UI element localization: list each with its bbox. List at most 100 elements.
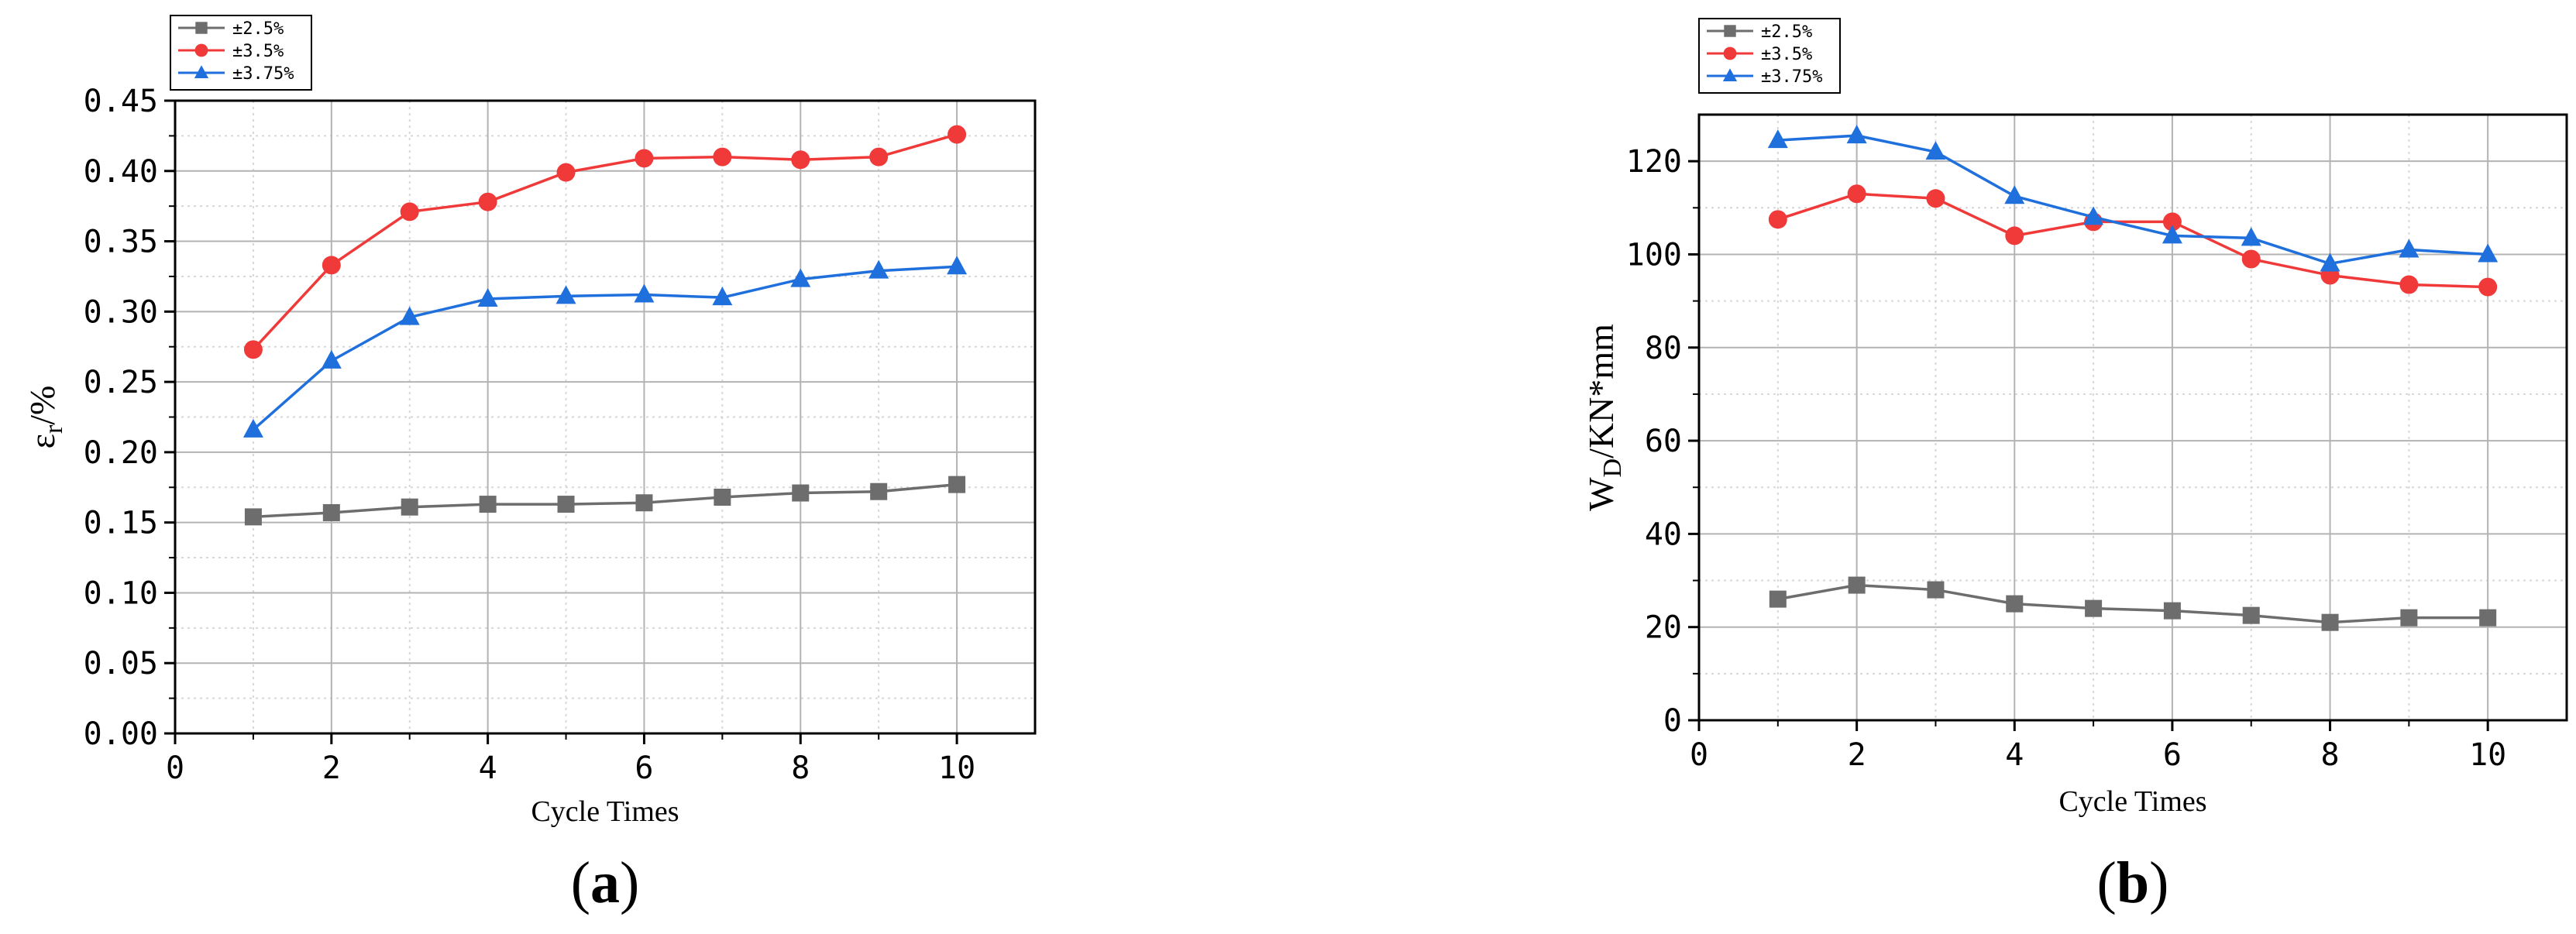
data-point bbox=[2321, 613, 2339, 631]
x-axis-title: Cycle Times bbox=[2058, 785, 2206, 818]
data-point bbox=[1925, 141, 1946, 160]
x-tick-label: 6 bbox=[635, 750, 653, 786]
data-point bbox=[714, 488, 731, 506]
series-line bbox=[1777, 134, 2488, 266]
data-point bbox=[2085, 599, 2103, 617]
data-point bbox=[1926, 189, 1945, 208]
x-tick-label: 8 bbox=[791, 750, 810, 786]
data-point bbox=[242, 418, 263, 438]
panel-label: (a) bbox=[571, 850, 640, 915]
series-2 bbox=[1767, 125, 2499, 272]
data-point bbox=[2162, 212, 2182, 232]
data-point bbox=[555, 285, 576, 304]
y-axis-title-main: ε bbox=[22, 434, 62, 448]
data-point bbox=[1848, 576, 1866, 594]
y-tick-label: 80 bbox=[1645, 331, 1682, 366]
data-point bbox=[399, 306, 420, 325]
data-point bbox=[2004, 185, 2025, 204]
data-point bbox=[1847, 184, 1866, 204]
data-point bbox=[792, 484, 810, 502]
legend-marker-group bbox=[1724, 25, 1736, 37]
data-point bbox=[477, 287, 498, 307]
y-tick-label: 20 bbox=[1645, 610, 1682, 646]
data-point bbox=[2162, 225, 2182, 244]
series-1 bbox=[1768, 184, 2498, 297]
legend-entry: ±2.5% bbox=[232, 19, 284, 39]
data-point bbox=[2399, 239, 2420, 258]
legend-marker bbox=[1723, 46, 1737, 60]
y-tick-label: 0.15 bbox=[84, 506, 158, 541]
y-tick-label: 0.00 bbox=[84, 716, 158, 752]
panel-label-letter: b bbox=[2117, 850, 2149, 915]
data-point bbox=[2478, 277, 2498, 297]
legend-marker-group bbox=[195, 22, 208, 34]
data-point bbox=[1769, 590, 1787, 608]
legend-marker bbox=[194, 43, 208, 57]
data-point bbox=[2242, 606, 2260, 624]
panel-label-close: ) bbox=[620, 850, 639, 915]
data-point bbox=[948, 125, 967, 144]
legend-entry: ±3.75% bbox=[232, 64, 294, 84]
plot-frame bbox=[1697, 113, 2568, 722]
series-line bbox=[253, 482, 958, 519]
data-point bbox=[635, 494, 653, 512]
legend-marker-group bbox=[1723, 46, 1737, 60]
data-point bbox=[2006, 595, 2024, 613]
legend-marker bbox=[1722, 68, 1738, 81]
data-point bbox=[868, 259, 889, 279]
data-point bbox=[321, 349, 342, 369]
data-point bbox=[2005, 226, 2024, 246]
panel-label-open: ( bbox=[2097, 850, 2117, 915]
y-tick-label: 40 bbox=[1645, 517, 1682, 552]
data-point bbox=[479, 496, 497, 513]
y-tick-label: 0.30 bbox=[84, 294, 158, 330]
legend: ±2.5% ±3.5% ±3.75% bbox=[1698, 18, 1841, 94]
x-tick-label: 0 bbox=[1690, 737, 1708, 773]
legend-entry: ±2.5% bbox=[1761, 22, 1812, 42]
legend-marker-group bbox=[1722, 68, 1738, 81]
x-tick-label: 4 bbox=[2005, 737, 2024, 773]
data-point bbox=[2320, 252, 2340, 272]
data-point bbox=[948, 476, 966, 493]
data-point bbox=[790, 268, 811, 287]
y-axis-title-sub: D bbox=[1598, 458, 1627, 478]
series-0 bbox=[1769, 576, 2497, 631]
y-tick-label: 0.20 bbox=[84, 435, 158, 471]
data-point bbox=[791, 150, 810, 170]
y-tick-label: 0.25 bbox=[84, 365, 158, 400]
data-point bbox=[713, 147, 732, 167]
x-tick-label: 2 bbox=[322, 750, 341, 786]
data-point bbox=[244, 508, 262, 526]
legend-entry: ±3.75% bbox=[1761, 67, 1822, 87]
legend-marker bbox=[195, 22, 208, 34]
legend-entry: ±3.5% bbox=[1761, 45, 1812, 64]
legend-marker bbox=[194, 65, 209, 78]
data-point bbox=[2478, 243, 2499, 263]
y-tick-label: 0.10 bbox=[84, 575, 158, 611]
chart-panel-a: 0 2 4 6 8 10 0.00 0.05 0.10 0.15 0.20 0.25 0.30 0.35 0… bbox=[22, 15, 1037, 915]
y-tick-label: 0.05 bbox=[84, 646, 158, 682]
data-point bbox=[322, 256, 341, 275]
legend-marker-group bbox=[194, 65, 209, 78]
data-point bbox=[1767, 129, 1788, 149]
x-axis-title: Cycle Times bbox=[531, 795, 679, 828]
y-tick-label: 0 bbox=[1663, 703, 1682, 739]
legend-marker-group bbox=[194, 43, 208, 57]
data-point bbox=[1846, 125, 1867, 144]
data-point bbox=[478, 192, 497, 211]
series-line bbox=[1777, 192, 2488, 289]
data-point bbox=[1927, 581, 1945, 599]
y-axis-title: WD/KN*mm bbox=[1581, 324, 1627, 511]
data-point bbox=[2479, 609, 2497, 627]
y-tick-label: 0.35 bbox=[84, 225, 158, 260]
data-point bbox=[2400, 609, 2418, 627]
y-axis-title-tail: /% bbox=[22, 386, 62, 425]
x-tick-label: 10 bbox=[2469, 737, 2506, 773]
x-tick-label: 4 bbox=[479, 750, 497, 786]
data-point bbox=[2399, 275, 2419, 294]
data-point bbox=[634, 283, 655, 303]
y-tick-label: 0.45 bbox=[84, 84, 158, 119]
legend: ±2.5% ±3.5% ±3.75% bbox=[170, 15, 312, 91]
